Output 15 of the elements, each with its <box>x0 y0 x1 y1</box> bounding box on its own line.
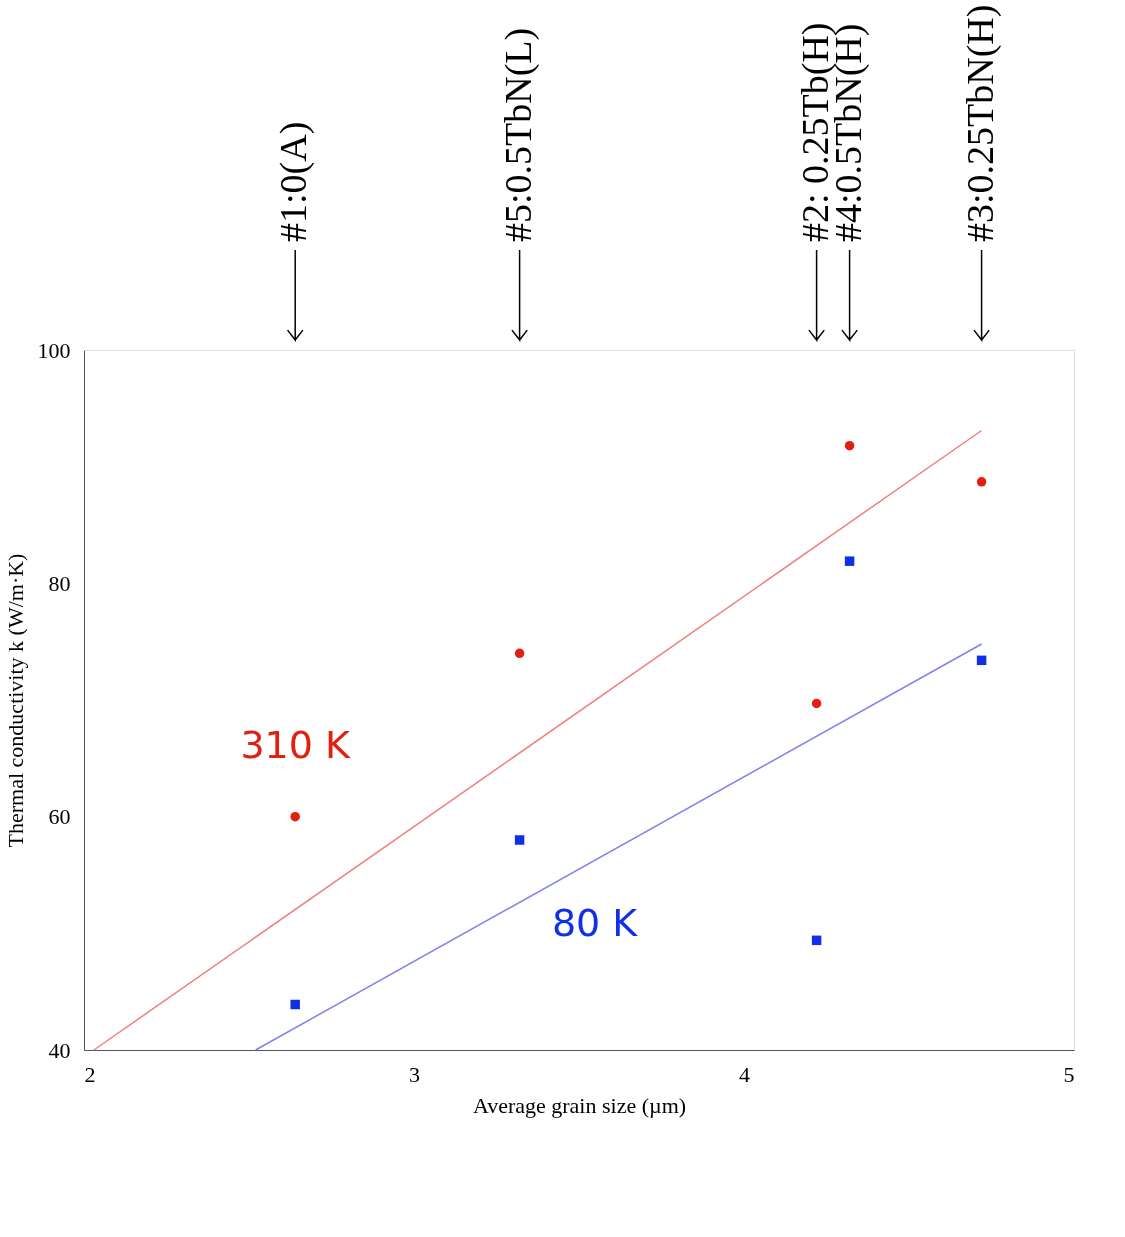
y-tick-label: 100 <box>37 337 71 363</box>
series-label: 80 K <box>551 901 639 945</box>
y-tick-label: 60 <box>48 804 71 830</box>
y-tick-label: 40 <box>48 1037 71 1063</box>
x-tick-label: 2 <box>84 1061 96 1087</box>
text: #1:0(A) <box>272 121 316 242</box>
text: #5:0.5TbN(L) <box>496 27 540 242</box>
x-tick-label: 5 <box>1063 1061 1075 1087</box>
series-label: 310 K <box>240 722 352 767</box>
x-tick-label: 3 <box>409 1061 420 1087</box>
y-tick-label: 80 <box>48 570 71 596</box>
text: #3:0.25TbN(H) <box>958 4 1002 242</box>
x-axis-title: Average grain size (µm) <box>472 1092 687 1118</box>
x-tick-label: 4 <box>739 1061 750 1087</box>
y-axis-title: Thermal conductivity k (W/m·K) <box>2 553 28 848</box>
